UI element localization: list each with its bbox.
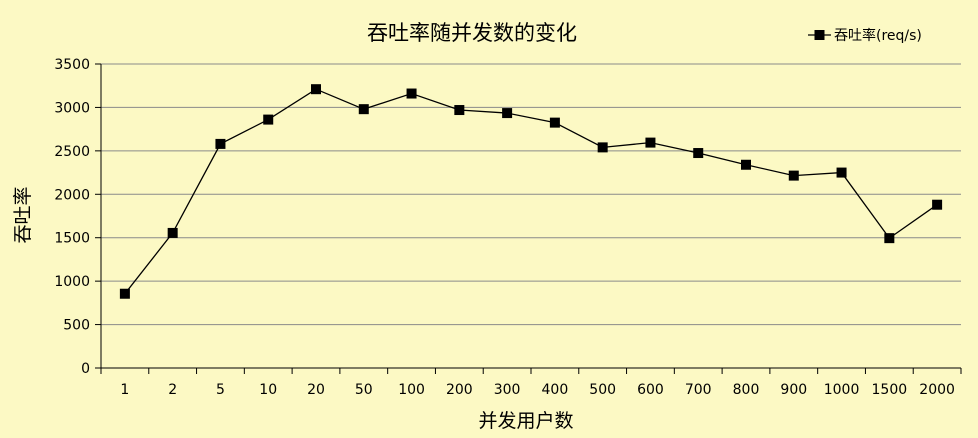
series-line (125, 89, 937, 294)
data-point-2 (168, 228, 178, 238)
x-tick-label: 600 (637, 382, 664, 398)
data-point-800 (741, 160, 751, 170)
y-tick-label: 1000 (54, 274, 90, 290)
x-tick-label: 5 (216, 382, 225, 398)
x-tick-label: 400 (542, 382, 569, 398)
data-point-300 (502, 108, 512, 118)
x-tick-label: 800 (733, 382, 760, 398)
data-point-1500 (884, 233, 894, 243)
x-tick-label: 700 (685, 382, 712, 398)
data-point-900 (789, 171, 799, 181)
y-axis-title: 吞吐率 (12, 186, 34, 243)
x-tick-label: 2 (168, 382, 177, 398)
gridlines (101, 64, 961, 325)
data-point-20 (311, 84, 321, 94)
data-point-5 (215, 139, 225, 149)
x-tick-label: 1500 (872, 382, 908, 398)
data-point-400 (550, 118, 560, 128)
data-point-500 (598, 142, 608, 152)
x-tick-label: 900 (780, 382, 807, 398)
x-tick-label: 500 (589, 382, 616, 398)
data-point-600 (645, 138, 655, 148)
chart-title: 吞吐率随并发数的变化 (367, 21, 577, 45)
legend: 吞吐率(req/s) (808, 27, 922, 44)
y-tick-label: 3500 (54, 57, 90, 73)
x-tick-label: 200 (446, 382, 473, 398)
data-point-100 (407, 89, 417, 99)
y-tick-label: 2500 (54, 144, 90, 160)
y-tick-label: 500 (63, 318, 90, 334)
y-tick-label: 0 (81, 361, 90, 377)
data-point-700 (693, 148, 703, 158)
x-tick-label: 100 (398, 382, 425, 398)
data-point-10 (263, 115, 273, 125)
x-tick-label: 1 (120, 382, 129, 398)
data-point-2000 (932, 200, 942, 210)
x-tick-label: 10 (259, 382, 277, 398)
x-tick-label: 20 (307, 382, 325, 398)
legend-marker-swatch (815, 30, 825, 40)
x-tick-label: 300 (494, 382, 521, 398)
data-point-1000 (837, 168, 847, 178)
x-axis-title: 并发用户数 (478, 410, 573, 432)
y-tick-label: 1500 (54, 231, 90, 247)
x-tick-label: 2000 (919, 382, 955, 398)
x-tick-label: 50 (355, 382, 373, 398)
data-point-1 (120, 289, 130, 299)
y-tick-label: 3000 (54, 100, 90, 116)
series-throughput (120, 84, 942, 299)
data-point-50 (359, 104, 369, 114)
x-tick-label: 1000 (824, 382, 860, 398)
legend-entry-throughput: 吞吐率(req/s) (834, 27, 922, 44)
y-tick-label: 2000 (54, 187, 90, 203)
data-point-200 (454, 105, 464, 115)
